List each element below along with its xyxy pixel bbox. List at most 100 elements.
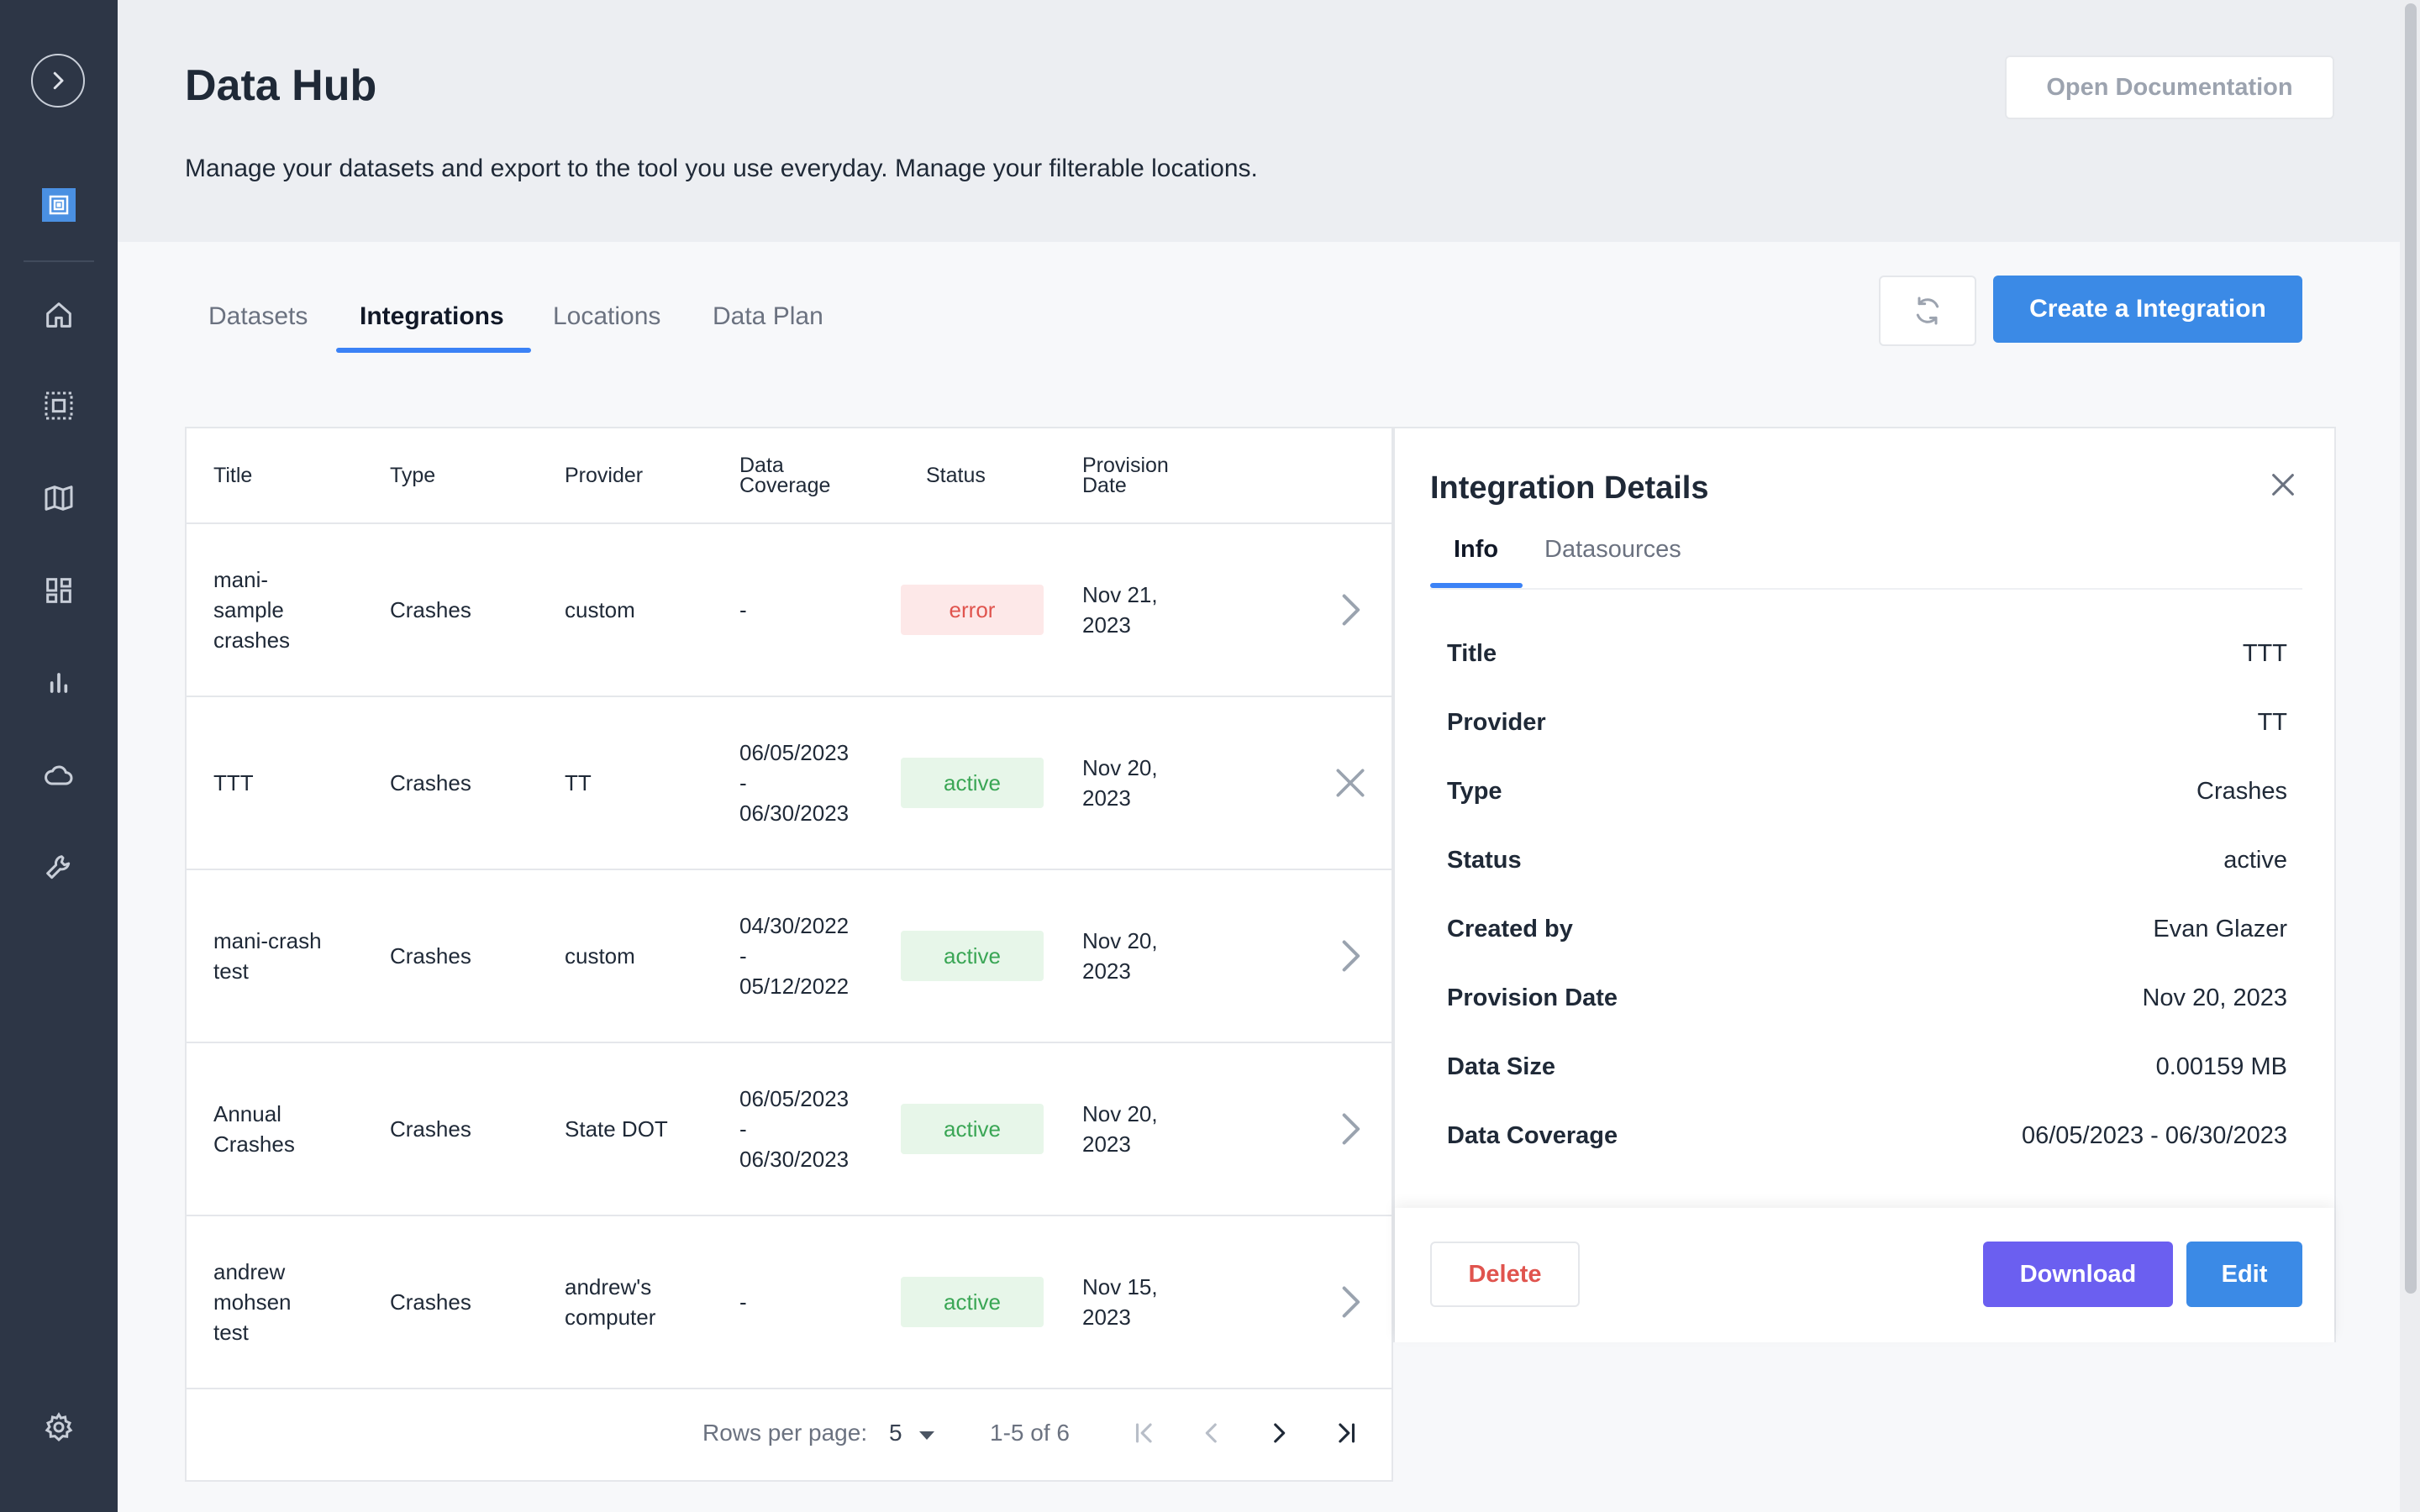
caret-down-icon[interactable]: [918, 1430, 936, 1441]
previous-page-button[interactable]: [1193, 1415, 1230, 1452]
row-expand-button[interactable]: [1329, 589, 1371, 631]
row-provision-date: Nov 20, 2023: [1082, 926, 1158, 986]
table-row[interactable]: andrew mohsen test Crashes andrew's comp…: [187, 1216, 1392, 1389]
column-header-provision-line1: Provision: [1082, 454, 1169, 477]
sidebar: [0, 0, 118, 1512]
column-header-type[interactable]: Type: [390, 464, 436, 487]
table-row[interactable]: mani- sample crashes Crashes custom - er…: [187, 524, 1392, 697]
logo-icon[interactable]: [42, 188, 76, 222]
rows-per-page-label: Rows per page:: [702, 1420, 868, 1446]
delete-button[interactable]: Delete: [1430, 1242, 1580, 1307]
table-row[interactable]: mani-crash test Crashes custom 04/30/202…: [187, 870, 1392, 1043]
details-tab-datasources[interactable]: Datasources: [1544, 536, 1681, 563]
tab-data-plan[interactable]: Data Plan: [713, 302, 823, 330]
row-title-line: andrew: [213, 1259, 286, 1284]
scrollbar-thumb[interactable]: [2405, 3, 2417, 1294]
row-date-line: Nov 20,: [1082, 1101, 1158, 1126]
row-coverage-line: 06/05/2023: [739, 740, 850, 765]
row-collapse-button[interactable]: [1329, 762, 1371, 804]
sidebar-toggle-button[interactable]: [31, 54, 85, 108]
gear-icon: [45, 1412, 73, 1442]
row-title: andrew mohsen test: [213, 1257, 292, 1347]
table-row[interactable]: Annual Crashes Crashes State DOT 06/05/2…: [187, 1043, 1392, 1216]
row-title-line: mani-: [213, 567, 269, 592]
sidebar-item-cloud[interactable]: [31, 748, 87, 803]
row-title-line: Annual: [213, 1101, 281, 1126]
sidebar-item-analytics[interactable]: [31, 655, 87, 711]
detail-label: Data Size: [1447, 1053, 1555, 1080]
tab-datasets[interactable]: Datasets: [208, 302, 308, 330]
column-header-coverage[interactable]: Data Coverage: [739, 455, 830, 496]
cloud-icon: [45, 765, 73, 785]
sidebar-item-dashboard[interactable]: [31, 563, 87, 618]
status-badge: active: [901, 931, 1044, 981]
details-actions-bar: Delete Download Edit: [1395, 1208, 2334, 1342]
page-scrollbar[interactable]: [2400, 0, 2420, 1512]
row-title-line: test: [213, 958, 249, 984]
rows-per-page-select[interactable]: 5: [889, 1420, 902, 1446]
chevron-right-icon: [1342, 1113, 1360, 1145]
sidebar-item-settings[interactable]: [31, 1399, 87, 1455]
row-title: TTT: [213, 768, 254, 798]
row-type: Crashes: [390, 597, 471, 622]
column-header-provider[interactable]: Provider: [565, 464, 644, 487]
column-header-title[interactable]: Title: [213, 464, 253, 487]
details-active-tab-indicator: [1430, 583, 1523, 588]
pagination-range: 1-5 of 6: [990, 1420, 1070, 1446]
row-coverage-line: -: [739, 770, 747, 795]
row-coverage-line: -: [739, 943, 747, 969]
details-tab-info[interactable]: Info: [1454, 536, 1499, 563]
row-date-line: 2023: [1082, 1305, 1131, 1330]
column-header-provision-date[interactable]: Provision Date: [1082, 455, 1169, 496]
edit-button[interactable]: Edit: [2186, 1242, 2302, 1307]
open-documentation-button[interactable]: Open Documentation: [2005, 55, 2334, 119]
row-provision-date: Nov 20, 2023: [1082, 753, 1158, 813]
chevron-right-icon: [53, 71, 64, 90]
active-tab-indicator: [336, 348, 531, 353]
row-provider-line: custom: [565, 943, 635, 969]
table-row[interactable]: TTT Crashes TT 06/05/2023 - 06/30/2023 a…: [187, 697, 1392, 870]
row-title-line: crashes: [213, 627, 291, 653]
row-date-line: Nov 20,: [1082, 755, 1158, 780]
chevron-right-icon: [1274, 1423, 1286, 1443]
row-expand-button[interactable]: [1329, 1281, 1371, 1323]
chevron-right-icon: [1342, 1286, 1360, 1318]
row-date-line: 2023: [1082, 958, 1131, 984]
details-close-button[interactable]: [2264, 465, 2302, 504]
tab-locations[interactable]: Locations: [553, 302, 661, 330]
next-page-button[interactable]: [1260, 1415, 1297, 1452]
row-title: mani-crash test: [213, 926, 322, 986]
last-page-icon: [1339, 1423, 1355, 1443]
row-expand-button[interactable]: [1329, 1108, 1371, 1150]
column-header-status[interactable]: Status: [926, 464, 986, 487]
column-header-provision-line2: Date: [1082, 474, 1127, 497]
sidebar-item-tools[interactable]: [31, 840, 87, 895]
row-coverage: 06/05/2023 - 06/30/2023: [739, 738, 849, 828]
dashboard-icon: [46, 578, 71, 603]
row-expand-button[interactable]: [1329, 935, 1371, 977]
first-page-button[interactable]: [1126, 1415, 1163, 1452]
row-provider-line: computer: [565, 1305, 656, 1330]
download-button[interactable]: Download: [1983, 1242, 2173, 1307]
last-page-button[interactable]: [1328, 1415, 1365, 1452]
sidebar-item-home[interactable]: [31, 287, 87, 343]
sidebar-item-datasets[interactable]: [31, 378, 87, 433]
refresh-button[interactable]: [1879, 276, 1976, 346]
integration-details-panel: Integration Details Info Datasources Tit…: [1393, 427, 2336, 1342]
row-coverage-line: -: [739, 1289, 747, 1315]
row-title-line: TTT: [213, 770, 254, 795]
row-type: Crashes: [390, 770, 471, 795]
row-title: Annual Crashes: [213, 1099, 295, 1159]
row-date-line: Nov 20,: [1082, 928, 1158, 953]
row-date-line: 2023: [1082, 785, 1131, 811]
tab-integrations[interactable]: Integrations: [360, 302, 504, 330]
detail-label: Provision Date: [1447, 984, 1618, 1011]
row-title: mani- sample crashes: [213, 564, 290, 655]
table-header: Title Type Provider Data Coverage Status…: [187, 428, 1392, 524]
create-integration-button[interactable]: Create a Integration: [1993, 276, 2302, 343]
sidebar-item-map[interactable]: [31, 470, 87, 526]
detail-row-data-size: Data Size 0.00159 MB: [1447, 1053, 2287, 1095]
status-badge: active: [901, 1104, 1044, 1154]
detail-value: active: [2223, 847, 2287, 874]
detail-row-provision-date: Provision Date Nov 20, 2023: [1447, 984, 2287, 1026]
